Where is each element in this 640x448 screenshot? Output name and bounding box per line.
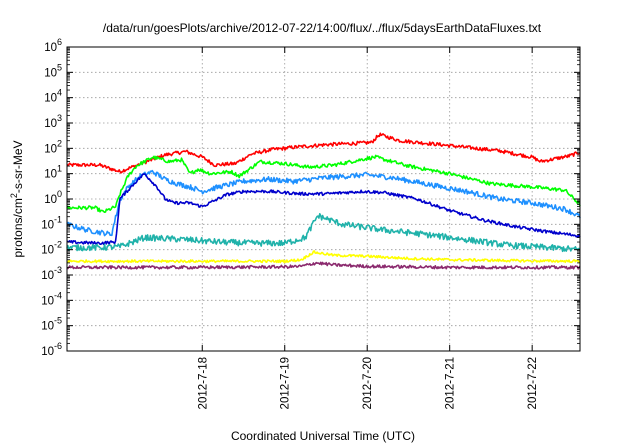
y-tick-label: 106: [44, 37, 62, 54]
series-line-3: [66, 173, 581, 246]
series-line-0: [66, 132, 581, 174]
y-tick-label: 100: [44, 189, 62, 206]
series-line-4: [66, 213, 581, 253]
series-line-6: [67, 261, 581, 270]
y-tick-label: 101: [44, 164, 62, 181]
y-tick-label: 10-5: [41, 316, 62, 333]
series-line-1: [66, 154, 581, 213]
series-layer: [66, 132, 581, 270]
y-tick-label: 104: [44, 88, 62, 105]
y-tick-label: 105: [44, 62, 62, 79]
y-tick-label: 10-4: [41, 290, 62, 307]
x-tick-label: 2012-7-21: [445, 357, 457, 409]
series-line-5: [66, 250, 581, 264]
series-line-2: [66, 169, 581, 237]
y-tick-label: 103: [44, 113, 62, 130]
chart-title: /data/run/goesPlots/archive/2012-07-22/1…: [103, 21, 542, 35]
x-tick-label: 2012-7-20: [362, 357, 374, 409]
x-tick-label: 2012-7-22: [527, 357, 539, 409]
x-tick-label: 2012-7-19: [280, 357, 292, 409]
y-axis-label: protons/cm2-s-sr-MeV: [9, 140, 25, 257]
y-tick-label: 10-6: [41, 341, 62, 358]
y-tick-label: 10-3: [41, 265, 62, 282]
y-tick-label: 10-1: [41, 214, 62, 231]
y-tick-label: 10-2: [41, 240, 62, 257]
x-tick-label: 2012-7-18: [197, 357, 209, 409]
x-axis-label: Coordinated Universal Time (UTC): [231, 429, 415, 443]
y-tick-label: 102: [44, 138, 62, 155]
